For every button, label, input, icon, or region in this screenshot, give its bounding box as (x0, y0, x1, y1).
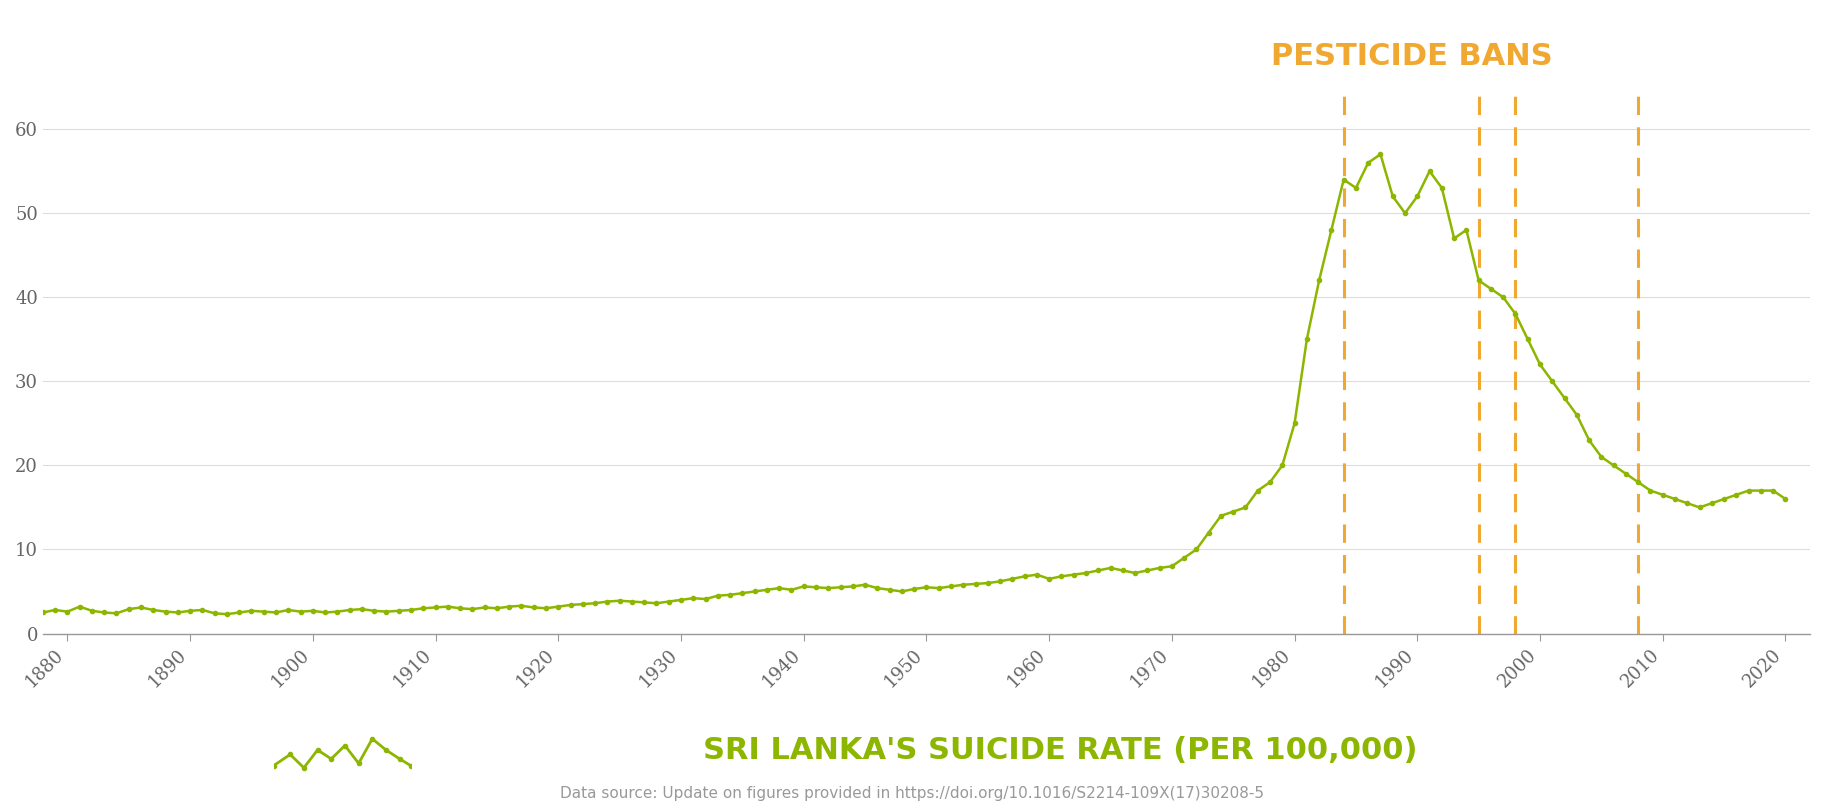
Text: SRI LANKA'S SUICIDE RATE (PER 100,000): SRI LANKA'S SUICIDE RATE (PER 100,000) (703, 736, 1418, 765)
Text: Data source: Update on figures provided in https://doi.org/10.1016/S2214-109X(17: Data source: Update on figures provided … (560, 786, 1265, 800)
Text: PESTICIDE BANS: PESTICIDE BANS (1270, 41, 1553, 71)
